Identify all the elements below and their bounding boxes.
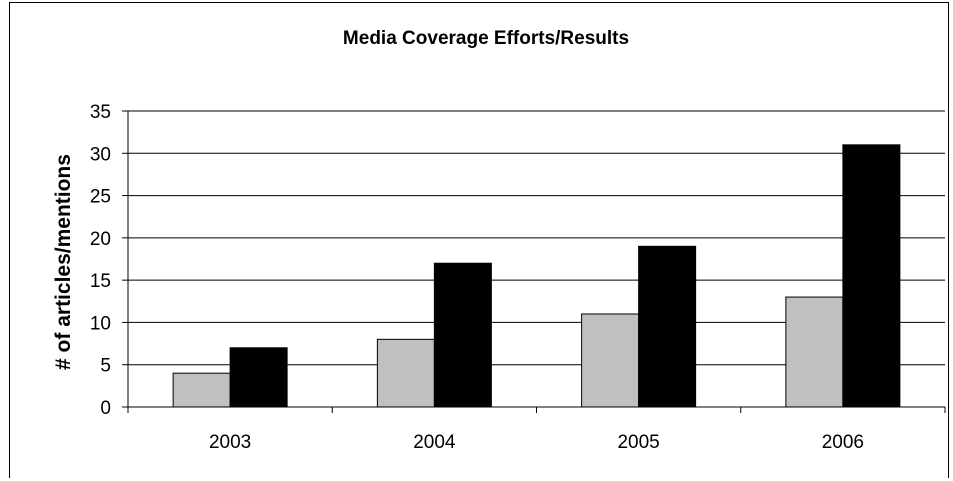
axes [127, 111, 946, 413]
bar-2005-series-2 [638, 245, 697, 408]
y-tick-label: 35 [90, 102, 111, 123]
x-tick-label: 2003 [209, 432, 251, 453]
y-tick-label: 5 [100, 356, 111, 377]
y-tick-label: 15 [90, 271, 111, 292]
bar-2003-series-2 [229, 347, 288, 408]
y-tick-label: 10 [90, 313, 111, 334]
bar-2004-series-2 [433, 262, 492, 408]
y-tick-label: 25 [90, 187, 111, 208]
chart-frame [9, 2, 949, 478]
bar-2003-series-1 [172, 372, 231, 408]
y-tick-labels: 0 5 10 15 20 25 30 35 [90, 102, 128, 419]
x-tick-labels: 2003 2004 2005 2006 [209, 432, 864, 453]
x-tick-label: 2006 [822, 432, 864, 453]
bar-2005-series-1 [581, 313, 640, 408]
chart-title: Media Coverage Efforts/Results [343, 28, 629, 49]
x-tick-label: 2005 [617, 432, 659, 453]
y-tick-label: 20 [90, 229, 111, 250]
bar-2006-series-1 [785, 296, 844, 408]
y-axis-label: # of articles/mentions [52, 154, 75, 370]
y-tick-label: 0 [100, 398, 111, 419]
x-tick-label: 2004 [413, 432, 456, 453]
y-tick-label: 30 [90, 144, 111, 165]
bars [172, 144, 901, 408]
bar-2006-series-2 [842, 144, 901, 408]
bar-2004-series-1 [376, 338, 435, 408]
